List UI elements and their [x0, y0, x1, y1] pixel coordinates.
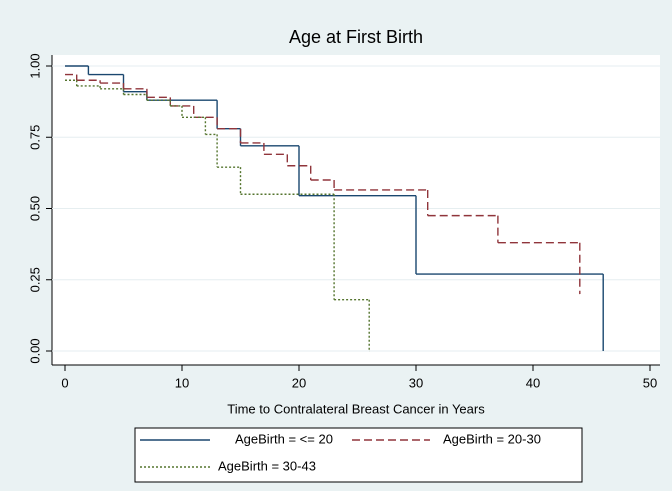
x-tick-label: 30: [409, 375, 423, 390]
legend-label: AgeBirth = 30-43: [218, 458, 316, 473]
x-axis-label: Time to Contralateral Breast Cancer in Y…: [227, 401, 485, 416]
y-tick-label: 0.25: [27, 267, 42, 292]
y-tick-label: 0.00: [27, 338, 42, 363]
legend-label: AgeBirth = <= 20: [235, 431, 333, 446]
chart-title: Age at First Birth: [289, 27, 423, 47]
y-tick-label: 0.50: [27, 196, 42, 221]
y-tick-label: 0.75: [27, 125, 42, 150]
x-tick-label: 20: [292, 375, 306, 390]
x-tick-label: 10: [175, 375, 189, 390]
y-tick-label: 1.00: [27, 53, 42, 78]
legend-label: AgeBirth = 20-30: [443, 431, 541, 446]
legend-box: [134, 427, 583, 483]
x-tick-label: 50: [643, 375, 657, 390]
x-tick-label: 0: [61, 375, 68, 390]
x-tick-label: 40: [526, 375, 540, 390]
plot-area: [52, 55, 660, 365]
